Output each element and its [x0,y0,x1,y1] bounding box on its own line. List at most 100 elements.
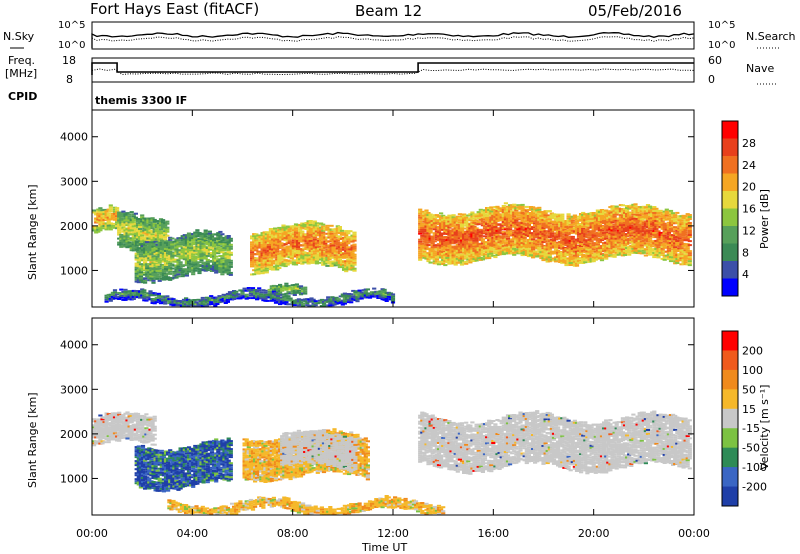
station-title: Fort Hays East (fitACF) [90,0,259,18]
power-cell [147,273,152,276]
power-cell [140,216,145,219]
power-cell [591,224,596,227]
power-cell [182,268,187,271]
power-cell [131,243,136,246]
power-cell [535,227,540,230]
power-cell [119,235,124,238]
power-cell [303,290,308,293]
power-cell [464,216,469,219]
power-cell [604,251,609,254]
power-cell [627,245,632,248]
power-cell [207,246,212,249]
power-cell [581,213,586,216]
power-cell [278,291,283,294]
power-cell [556,213,561,216]
power-cell [627,231,632,234]
power-cell [614,223,619,226]
power-cell [535,231,540,234]
power-cell [155,255,160,258]
power-cell [499,224,504,227]
power-cell [554,260,559,263]
power-cell [508,208,513,211]
power-cell [146,231,151,234]
power-cell [591,214,596,216]
power-cell [464,260,469,263]
power-cell [558,220,563,223]
power-cell [220,273,225,276]
power-cell [512,245,517,248]
power-cell [581,239,586,242]
power-cell [656,246,661,249]
power-cell [430,236,435,238]
power-cell [551,239,557,242]
power-cell [508,226,513,229]
power-cell [108,204,113,207]
power-cell [145,247,150,250]
power-cell [228,253,233,256]
power-cell [560,233,565,236]
power-cell [149,259,154,262]
power-cell [428,229,433,232]
power-cell [256,270,261,273]
power-cell [604,257,609,260]
power-cell [275,250,280,253]
power-cell [485,241,490,244]
power-cell [558,222,563,225]
power-cell [165,220,170,223]
power-cell [568,237,573,240]
power-cell [161,219,166,222]
power-cell [300,248,305,251]
power-cell [131,221,136,224]
power-cell [131,289,136,292]
power-cell [277,267,282,269]
power-cell [418,258,423,261]
power-cell [489,248,494,251]
power-cell [482,235,488,238]
power-cell [666,215,671,218]
power-cell [136,261,141,264]
power-cell [539,221,544,223]
power-cell [110,224,115,227]
power-cell [587,256,592,259]
power-cell [445,229,450,231]
power-cell [308,252,313,254]
power-cell [182,252,187,255]
power-cell [554,248,559,251]
power-cell [321,223,326,226]
power-cell [152,222,157,225]
power-cell [589,240,594,243]
power-cell [650,243,655,246]
power-cell [497,235,502,238]
power-cell [602,244,607,247]
power-cell [346,232,351,235]
power-cell [131,291,136,294]
power-cell [142,295,147,298]
power-cell [142,239,147,242]
power-cell [193,241,198,244]
power-cell [631,243,636,246]
power-cell [205,255,210,257]
power-cell [142,237,147,240]
power-cell [587,248,592,251]
power-cell [512,205,517,208]
power-cell [142,231,147,234]
power-cell [147,253,152,256]
power-cell [604,209,609,212]
power-cell [205,261,210,263]
power-cell [303,288,308,291]
power-cell [186,270,192,273]
power-cell [599,215,605,217]
power-cell [543,212,548,215]
power-cell [679,247,684,250]
power-cell [687,216,692,218]
power-cell [352,253,357,256]
power-cell [226,269,231,272]
power-cell [117,225,122,228]
power-cell [205,241,210,243]
power-cell [568,223,573,226]
power-cell [216,262,221,265]
power-cell [627,249,632,252]
power-cell [522,252,527,255]
power-cell [112,289,118,292]
power-cell [685,245,690,248]
